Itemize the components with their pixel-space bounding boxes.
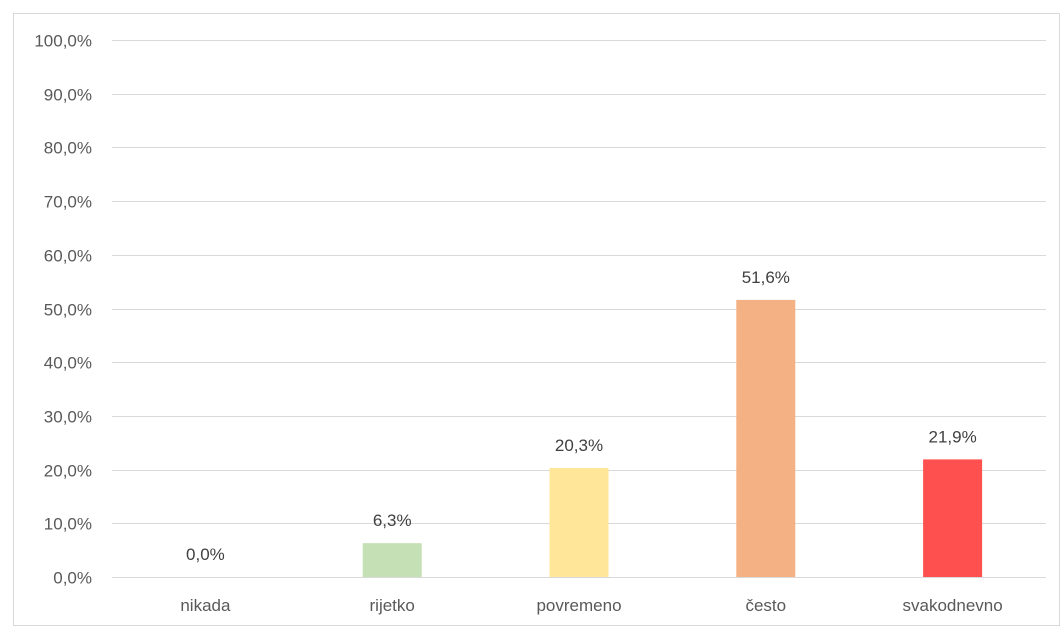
data-label: 0,0% [186, 545, 225, 564]
bar-povremeno [549, 467, 609, 577]
category-label: nikada [180, 596, 231, 615]
x-axis-categories: nikada rijetko povremeno često svakodnevno [180, 596, 1002, 615]
y-tick-label: 10,0% [44, 515, 92, 534]
y-axis-ticks: 0,0% 10,0% 20,0% 30,0% 40,0% 50,0% 60,0% 70,0% 8… [34, 32, 92, 588]
y-tick-label: 90,0% [44, 86, 92, 105]
y-tick-label: 40,0% [44, 354, 92, 373]
y-tick-label: 20,0% [44, 462, 92, 481]
y-tick-label: 30,0% [44, 408, 92, 427]
y-tick-label: 100,0% [34, 32, 92, 51]
y-tick-label: 70,0% [44, 193, 92, 212]
data-label: 21,9% [928, 427, 976, 446]
category-label: povremeno [536, 596, 621, 615]
category-label: rijetko [370, 596, 415, 615]
y-tick-label: 80,0% [44, 139, 92, 158]
bar-svakodnevno [923, 459, 983, 577]
gridlines [112, 40, 1046, 578]
y-tick-label: 60,0% [44, 247, 92, 266]
data-label: 51,6% [742, 268, 790, 287]
data-label: 20,3% [555, 436, 603, 455]
category-label: svakodnevno [903, 596, 1003, 615]
category-label: često [745, 596, 786, 615]
y-tick-label: 50,0% [44, 301, 92, 320]
data-labels: 0,0% 6,3% 20,3% 51,6% 21,9% [186, 268, 977, 564]
bar-rijetko [362, 543, 422, 577]
bar-često [736, 299, 796, 577]
y-tick-label: 0,0% [53, 569, 92, 588]
data-label: 6,3% [373, 511, 412, 530]
chart-frame [13, 13, 1060, 626]
bars [362, 299, 983, 577]
